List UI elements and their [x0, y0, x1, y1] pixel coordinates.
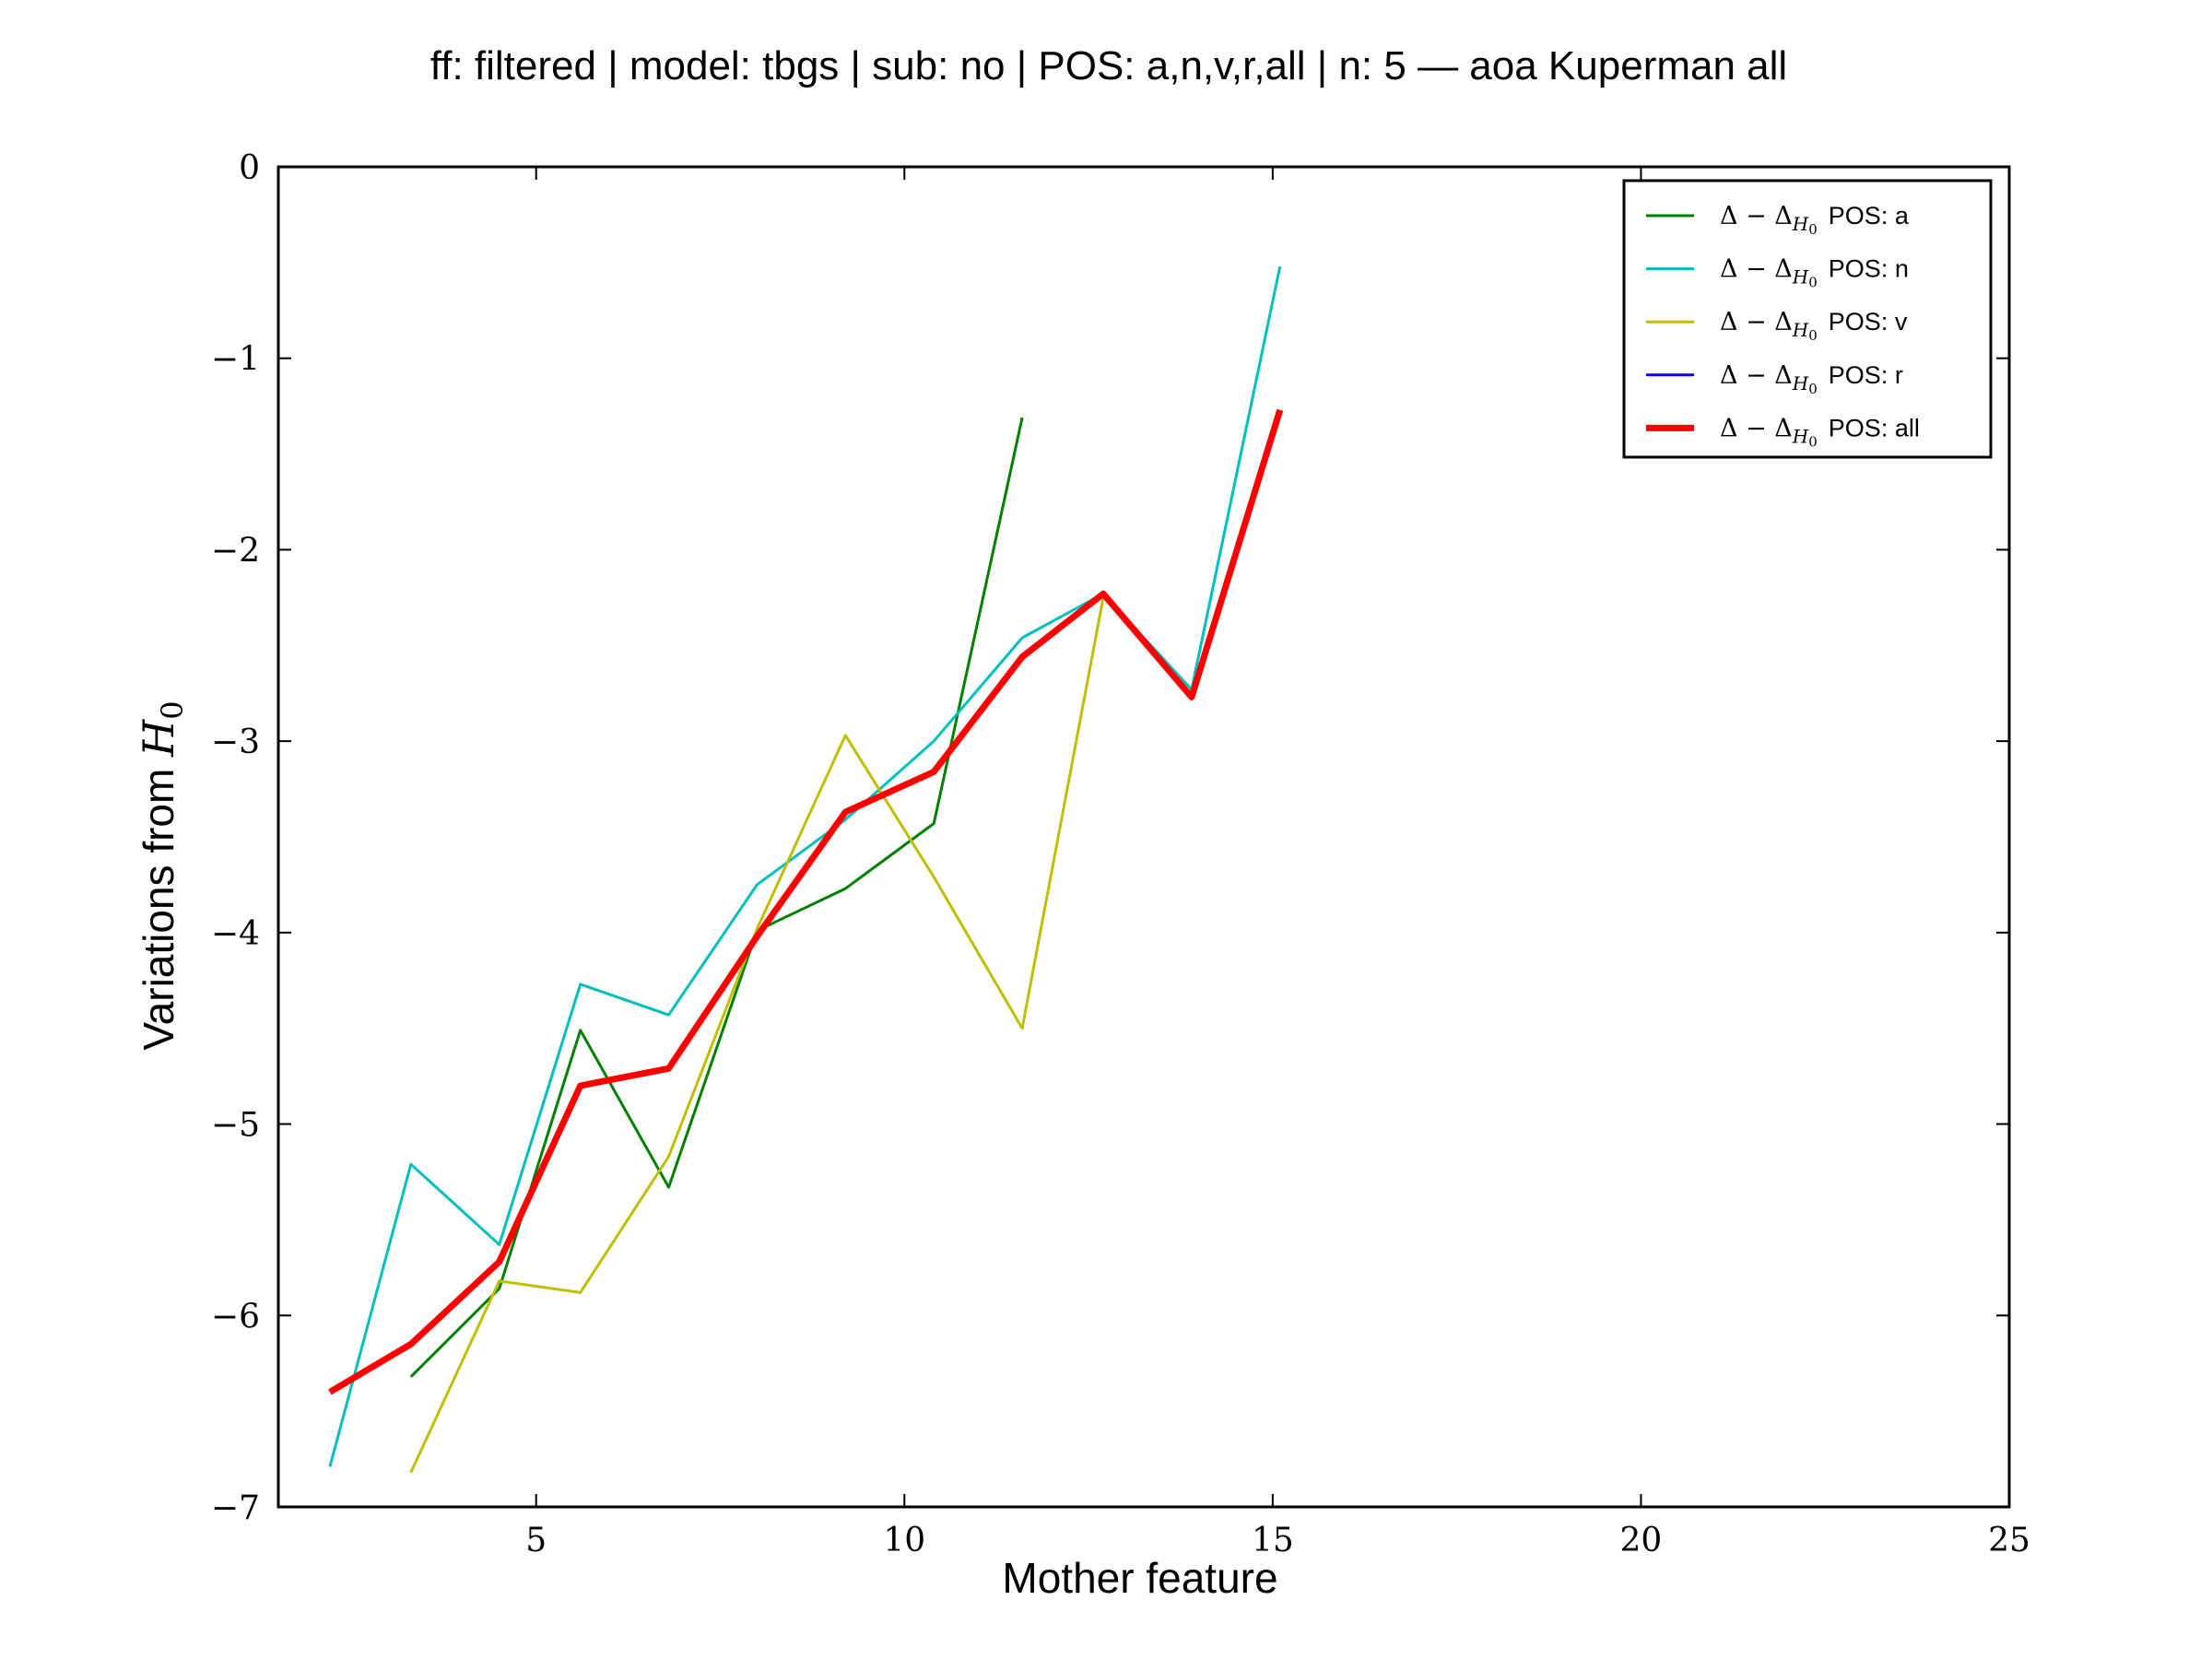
legend-label: Δ − ΔH0 POS: n — [1720, 255, 1909, 291]
series-line-pos-a — [409, 417, 1024, 1378]
series-line-pos-all — [328, 408, 1284, 1395]
legend-entry: Δ − ΔH0 POS: n — [1646, 255, 1909, 291]
legend-entry: Δ − ΔH0 POS: v — [1646, 308, 1908, 344]
series-group — [328, 265, 1284, 1474]
y-tick-label: −7 — [211, 1489, 260, 1527]
chart-title: ff: filtered | model: tbgs | sub: no | P… — [430, 43, 1787, 88]
y-tick-label: 0 — [239, 149, 260, 187]
legend-label: Δ − ΔH0 POS: v — [1720, 308, 1908, 344]
y-axis-label-text: Variations from — [135, 757, 182, 1051]
legend: Δ − ΔH0 POS: a Δ − ΔH0 POS: n Δ − ΔH0 POS: v Δ… — [1622, 179, 1993, 459]
x-tick-label: 15 — [1252, 1522, 1294, 1559]
y-tick-label: −2 — [211, 532, 260, 570]
y-tick-label: −4 — [211, 915, 260, 953]
x-tick-label: 10 — [883, 1522, 925, 1559]
y-axis-label: Variations from H0 — [134, 700, 190, 1050]
plot-frame — [276, 165, 2011, 1509]
y-tick-label: −3 — [211, 724, 260, 761]
legend-entry: Δ − ΔH0 POS: all — [1646, 414, 1920, 450]
axis-ticks: 5 10 15 20 25 0 −1 −2 −3 −4 −5 −6 −7 — [211, 149, 2030, 1559]
series-line-pos-v — [409, 597, 1105, 1474]
legend-box — [1622, 179, 1993, 459]
y-axis-label-subscript: 0 — [155, 700, 190, 719]
y-tick-label: −5 — [211, 1107, 260, 1145]
y-axis-label-symbol: H — [134, 719, 183, 758]
x-axis-label: Mother feature — [1002, 1554, 1277, 1602]
y-tick-label: −6 — [211, 1298, 260, 1335]
legend-label: Δ − ΔH0 POS: r — [1720, 361, 1903, 397]
x-tick-label: 20 — [1620, 1522, 1663, 1559]
legend-label: Δ − ΔH0 POS: a — [1720, 202, 1910, 238]
legend-entry: Δ − ΔH0 POS: r — [1646, 361, 1903, 397]
legend-label: Δ − ΔH0 POS: all — [1720, 414, 1920, 450]
y-tick-label: −1 — [211, 341, 260, 379]
x-tick-label: 25 — [1988, 1522, 2030, 1559]
x-tick-label: 5 — [525, 1522, 547, 1559]
legend-entry: Δ − ΔH0 POS: a — [1646, 202, 1910, 238]
